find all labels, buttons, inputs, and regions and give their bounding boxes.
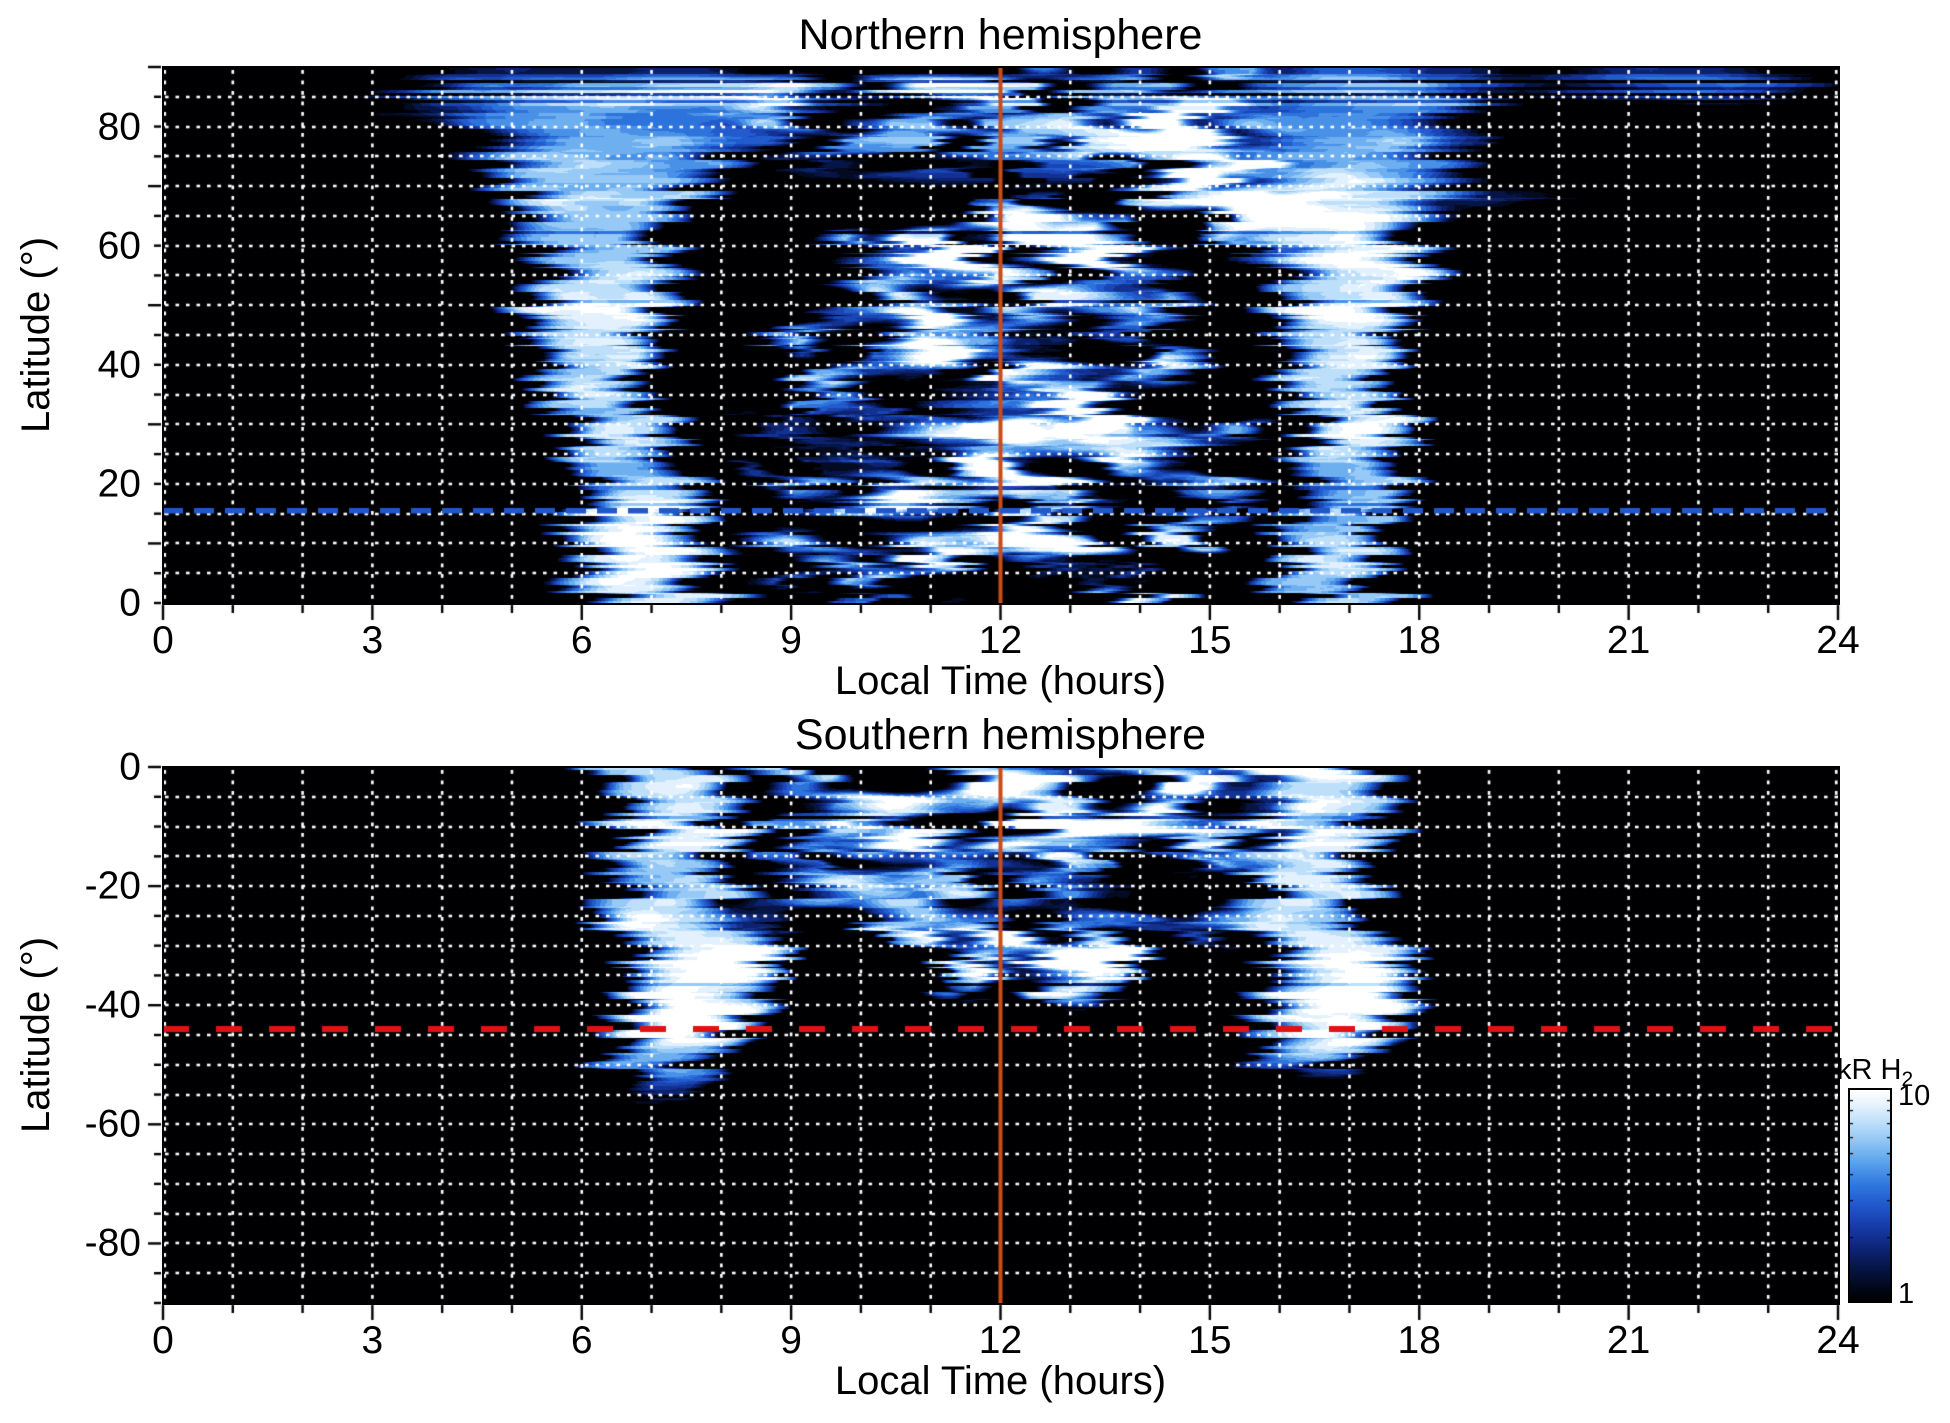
xtick-label: 24	[1816, 1319, 1860, 1362]
south-panel-title: Southern hemisphere	[794, 711, 1207, 759]
xtick-label: 15	[1188, 619, 1232, 662]
colorbar-title-subscript: 2	[1901, 1067, 1914, 1091]
xtick-label: 6	[570, 1319, 593, 1362]
ytick-label: 40	[97, 343, 141, 387]
xtick-label: 0	[152, 619, 174, 662]
ytick-label: 60	[97, 224, 141, 268]
south-xaxis-label: Local Time (hours)	[834, 1359, 1167, 1403]
ytick-label: -40	[84, 983, 141, 1027]
ytick-label: 20	[97, 462, 141, 506]
north-yaxis-label: Latitude (°)	[14, 236, 58, 434]
xtick-label: 18	[1397, 619, 1441, 662]
colorbar-tick-min: 1	[1898, 1278, 1915, 1310]
xtick-label: 9	[780, 619, 802, 662]
xtick-label: 24	[1816, 619, 1860, 662]
south-heatmap-canvas	[163, 767, 1838, 1303]
colorbar-gradient	[1850, 1090, 1890, 1301]
colorbar-tick-max: 10	[1898, 1080, 1931, 1112]
colorbar-title-text: kR H	[1837, 1054, 1902, 1086]
xtick-label: 15	[1188, 1319, 1232, 1362]
xtick-label: 12	[978, 619, 1023, 662]
xtick-label: 6	[570, 619, 593, 662]
ytick-label: -20	[84, 864, 141, 908]
north-heatmap-canvas	[163, 67, 1838, 603]
ytick-label: -80	[84, 1221, 141, 1265]
xtick-label: 12	[978, 1319, 1023, 1362]
ytick-label: 0	[119, 581, 141, 625]
xtick-label: 18	[1397, 1319, 1441, 1362]
ytick-label: 80	[97, 105, 141, 149]
ytick-label: 0	[119, 745, 141, 789]
xtick-label: 21	[1606, 1319, 1651, 1362]
xtick-label: 9	[780, 1319, 802, 1362]
xtick-label: 3	[361, 1319, 384, 1362]
xtick-label: 21	[1606, 619, 1651, 662]
north-xaxis-label: Local Time (hours)	[834, 659, 1167, 703]
xtick-label: 3	[361, 619, 384, 662]
ytick-label: -60	[84, 1102, 141, 1146]
north-panel-title: Northern hemisphere	[798, 11, 1203, 59]
colorbar-title: kR H2	[1837, 1056, 1913, 1094]
xtick-label: 0	[152, 1319, 174, 1362]
south-yaxis-label: Latitude (°)	[14, 936, 58, 1134]
